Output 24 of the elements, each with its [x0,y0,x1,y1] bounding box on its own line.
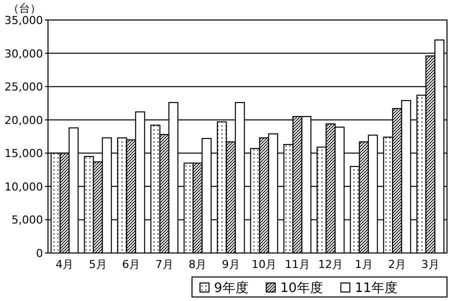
y-tick-label: 0 [36,247,43,260]
legend-label: 10年度 [280,280,323,296]
y-tick-label: 25,000 [4,80,43,94]
x-tick-label: 5月 [88,258,107,271]
x-tick-label: 2月 [388,258,406,271]
x-tick-label: 7月 [155,258,174,271]
x-tick-label: 11月 [284,258,310,271]
y-tick-label: 20,000 [4,114,43,127]
x-tick-label: 1月 [354,258,373,271]
y-tick-label: 15,000 [4,147,43,160]
x-tick-label: 10月 [252,258,277,271]
y-tick-label: 10,000 [4,180,43,194]
y-tick-label: 30,000 [4,47,43,60]
y-tick-label: 5,000 [12,214,43,227]
y-axis-title: （台） [8,2,41,15]
legend-label: 11年度 [354,280,398,296]
x-tick-label: 8月 [188,258,207,271]
x-tick-label: 6月 [122,258,140,271]
x-tick-label: 3月 [421,258,440,271]
y-tick-label: 35,000 [4,14,43,27]
legend-label: 9年度 [214,280,248,296]
x-tick-label: 4月 [56,258,74,271]
x-tick-label: 9月 [222,258,240,271]
x-tick-label: 12月 [318,258,344,271]
